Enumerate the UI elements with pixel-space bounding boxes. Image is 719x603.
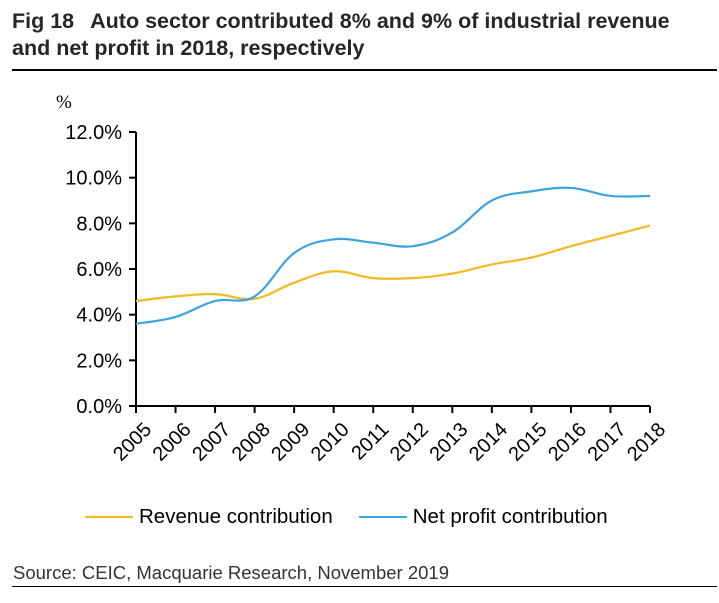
- x-tick-label: 2018: [623, 419, 670, 466]
- legend-swatch-revenue: [85, 516, 133, 518]
- y-tick-label: 0.0%: [76, 396, 122, 418]
- y-tick-label: 2.0%: [76, 350, 122, 372]
- revenue-contribution-line: [135, 224, 651, 303]
- series-lines: [135, 186, 651, 325]
- legend-label-revenue: Revenue contribution: [139, 505, 333, 528]
- y-tick-label: 12.0%: [65, 122, 122, 144]
- x-tick-label: 2012: [386, 419, 433, 466]
- y-tick-label: 4.0%: [76, 305, 122, 327]
- chart-title: Fig 18 Auto sector contributed 8% and 9% …: [12, 8, 712, 62]
- line-chart: 0.0%2.0%4.0%6.0%8.0%10.0%12.0% 200520062…: [65, 122, 670, 466]
- footer-divider: [12, 586, 717, 587]
- net-profit-contribution-line: [135, 186, 651, 325]
- figure-label: Fig 18: [12, 9, 75, 33]
- x-tick-label: 2016: [544, 419, 591, 466]
- header-divider: [12, 69, 717, 71]
- legend-item-net-profit: Net profit contribution: [358, 505, 608, 529]
- x-tick-label: 2008: [228, 419, 275, 466]
- y-tick-label: 10.0%: [65, 168, 122, 190]
- legend-label-net-profit: Net profit contribution: [412, 505, 608, 528]
- y-axis: 0.0% 2.0% 4.0% 6.0% 8.0% 10.0% 12.0%: [65, 122, 137, 418]
- x-tick-label: 2014: [465, 419, 512, 466]
- y-axis-unit-label: %: [56, 92, 72, 113]
- x-axis: 2005200620072008200920102011201220132014…: [109, 405, 670, 466]
- x-tick-label: 2017: [584, 419, 631, 466]
- y-tick-label: 6.0%: [76, 259, 122, 281]
- x-tick-label: 2006: [149, 419, 196, 466]
- x-tick-label: 2010: [307, 419, 354, 466]
- x-tick-label: 2007: [188, 419, 235, 466]
- figure-title: Auto sector contributed 8% and 9% of ind…: [12, 9, 670, 60]
- legend: Revenue contribution Net profit contribu…: [85, 505, 634, 529]
- x-tick-label: 2005: [109, 419, 156, 466]
- x-tick-label: 2015: [505, 419, 552, 466]
- x-tick-label: 2009: [267, 419, 314, 466]
- x-tick-label: 2013: [425, 419, 472, 466]
- legend-swatch-net-profit: [358, 516, 407, 518]
- x-tick-label: 2011: [347, 419, 393, 465]
- legend-item-revenue: Revenue contribution: [85, 505, 333, 529]
- y-tick-label: 8.0%: [76, 213, 122, 235]
- source-note: Source: CEIC, Macquarie Research, Novemb…: [13, 562, 449, 583]
